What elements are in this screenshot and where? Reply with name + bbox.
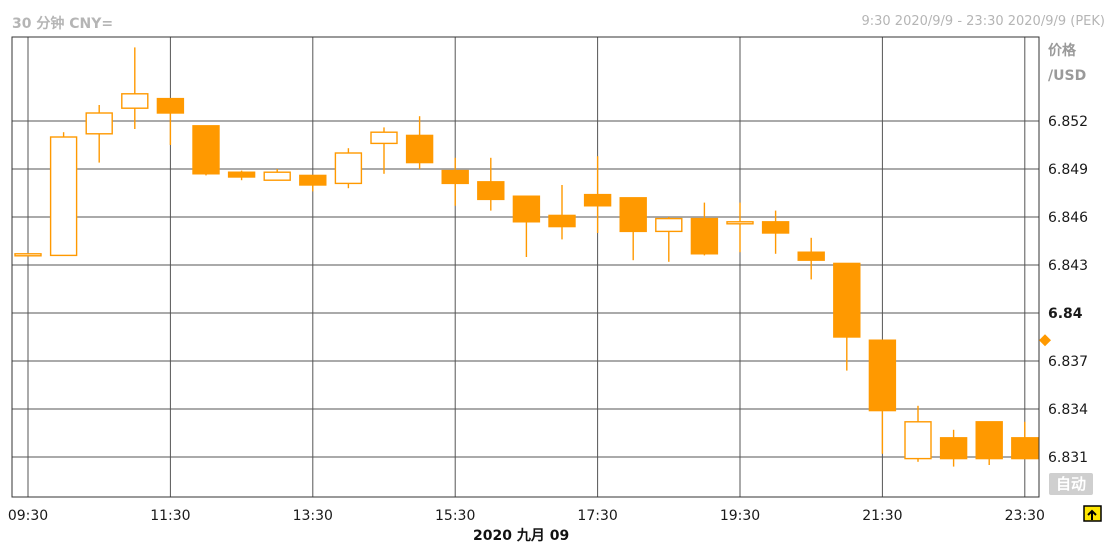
candle <box>405 116 434 169</box>
candle <box>868 339 897 454</box>
plot-frame <box>11 36 1040 498</box>
x-tick-label: 15:30 <box>435 508 475 524</box>
candle-body <box>49 136 78 257</box>
y-tick-label: 6.837 <box>1048 354 1088 370</box>
candle-body <box>512 195 541 223</box>
y-tick-label: 6.84 <box>1048 306 1083 322</box>
candle-body <box>797 251 825 261</box>
candle-body <box>975 421 1003 460</box>
x-tick-label: 11:30 <box>150 508 190 524</box>
candle-body <box>619 197 647 233</box>
candle-body <box>1011 437 1039 460</box>
time-range-label: 9:30 2020/9/9 - 23:30 2020/9/9 (PEK) <box>861 14 1105 29</box>
x-tick-label: 21:30 <box>862 508 902 524</box>
candle <box>583 156 612 233</box>
x-axis-ticks: 09:30 11:30 13:30 15:30 17:30 19:30 21:30 23:30 <box>8 508 1045 524</box>
candle-body <box>85 112 113 135</box>
x-tick-label: 09:30 <box>8 508 48 524</box>
x-tick-label: 23:30 <box>1005 508 1045 524</box>
candle-body <box>121 93 149 109</box>
auto-scale-button[interactable]: 自动 <box>1049 473 1093 495</box>
candle <box>761 210 790 254</box>
candle <box>1011 421 1039 460</box>
x-tick-label: 13:30 <box>293 508 333 524</box>
last-price-marker <box>1039 334 1051 347</box>
candle-body <box>370 131 398 145</box>
candle <box>797 237 825 280</box>
candle-body <box>192 125 220 175</box>
y-tick-label: 6.849 <box>1048 162 1088 178</box>
candle <box>477 157 505 211</box>
candle <box>441 157 469 206</box>
candle-body <box>477 181 505 201</box>
candle <box>334 148 363 189</box>
candle <box>14 253 42 257</box>
candle-body <box>334 152 363 185</box>
candle-body <box>14 253 42 257</box>
candle <box>904 405 932 462</box>
candle <box>833 262 861 371</box>
candle-body <box>156 97 185 114</box>
candle <box>156 97 185 145</box>
x-tick-label: 19:30 <box>720 508 760 524</box>
zoom-icon[interactable] <box>1082 503 1104 525</box>
price-unit-label: 价格 <box>1048 42 1077 59</box>
y-tick-label: 6.843 <box>1048 258 1088 274</box>
candle-body <box>904 421 932 460</box>
candle-body <box>227 171 256 178</box>
candle <box>121 47 149 129</box>
candle <box>939 429 968 467</box>
date-label: 2020 九月 09 <box>473 528 569 544</box>
price-unit-currency: /USD <box>1048 68 1086 84</box>
candle-body <box>726 221 754 225</box>
candle-body <box>583 193 612 207</box>
y-tick-label: 6.852 <box>1048 114 1088 130</box>
candle <box>370 127 398 174</box>
y-tick-label: 6.834 <box>1048 402 1088 418</box>
candle <box>619 197 647 261</box>
candles <box>14 47 1039 467</box>
candle-body <box>441 169 469 185</box>
candle <box>299 174 327 192</box>
candle <box>548 185 576 240</box>
y-axis-ticks: 6.852 6.849 6.846 6.843 6.84 6.837 6.834 6.831 <box>1048 114 1088 466</box>
candle-body <box>761 221 790 234</box>
chart-title: 30 分钟 CNY= <box>12 16 114 32</box>
candle-body <box>655 217 683 233</box>
candle-body <box>263 171 291 181</box>
candle-body <box>405 134 434 164</box>
candle-body <box>868 339 897 412</box>
candle-body <box>299 174 327 186</box>
candle <box>192 125 220 176</box>
y-tick-label: 6.846 <box>1048 210 1088 226</box>
candle <box>690 202 719 256</box>
candle <box>263 169 291 181</box>
candle <box>85 105 113 163</box>
candle <box>726 202 754 253</box>
candle <box>227 170 256 181</box>
candle-body <box>833 262 861 338</box>
candle-body <box>939 437 968 460</box>
x-tick-label: 17:30 <box>577 508 617 524</box>
y-tick-label: 6.831 <box>1048 450 1088 466</box>
candle <box>512 195 541 257</box>
candle-body <box>548 214 576 228</box>
candle <box>49 132 78 257</box>
candle <box>655 217 683 262</box>
candle-body <box>690 217 719 255</box>
candle <box>975 421 1003 465</box>
